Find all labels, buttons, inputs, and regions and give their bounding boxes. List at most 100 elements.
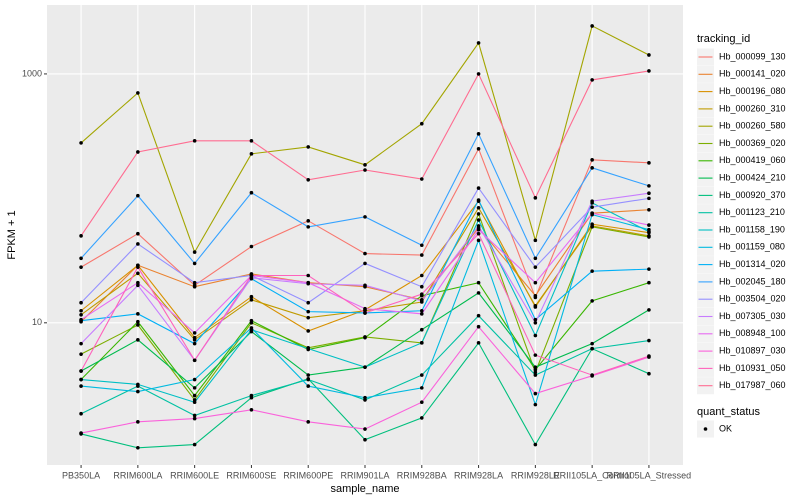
data-point	[136, 420, 140, 424]
data-point	[476, 280, 481, 285]
data-point	[249, 294, 254, 299]
data-point	[419, 284, 424, 289]
y-tick-label: 10	[32, 317, 42, 327]
data-point	[533, 196, 538, 200]
data-point	[79, 300, 83, 305]
data-point	[476, 227, 481, 232]
data-point	[419, 243, 424, 248]
legend-label: Hb_010897_030	[719, 345, 786, 355]
x-tick-label: RRIM600LE	[170, 470, 219, 480]
data-point	[306, 346, 311, 351]
data-point	[136, 445, 140, 450]
data-point	[363, 427, 367, 431]
data-point	[476, 212, 481, 216]
data-point	[363, 437, 367, 442]
data-point	[192, 442, 197, 447]
data-point	[647, 184, 651, 188]
legend-label: Hb_002045_180	[719, 276, 786, 286]
data-point	[647, 196, 651, 201]
data-point	[136, 283, 140, 288]
legend-swatch	[703, 427, 708, 431]
data-point	[533, 256, 538, 261]
data-point	[533, 442, 538, 447]
data-point	[192, 261, 197, 266]
data-point	[306, 177, 311, 182]
shape-legend-title: quant_status	[697, 406, 760, 418]
data-point	[363, 168, 367, 172]
legend-label: Hb_000260_580	[719, 121, 786, 131]
data-point	[136, 150, 140, 154]
data-point	[590, 199, 594, 203]
data-point	[363, 365, 367, 369]
data-point	[590, 205, 594, 209]
data-point	[192, 280, 197, 285]
data-point	[306, 384, 311, 388]
data-point	[647, 371, 651, 376]
data-point	[533, 402, 538, 407]
data-point	[192, 338, 197, 342]
data-point	[419, 416, 424, 420]
data-point	[79, 317, 83, 322]
legend-label: Hb_000424_210	[719, 172, 786, 182]
data-point	[476, 231, 481, 236]
data-point	[533, 353, 538, 357]
data-point	[136, 338, 140, 342]
data-point	[306, 300, 311, 305]
data-point	[419, 308, 424, 313]
data-point	[419, 400, 424, 405]
x-tick-label: RRIM928LA	[454, 470, 503, 480]
data-point	[590, 341, 594, 346]
data-point	[136, 193, 140, 198]
data-point	[249, 393, 254, 398]
axes: 10 1000 PB350LA RRIM600LA RRIM600LE RRIM600SE…	[22, 68, 691, 480]
legend-label: Hb_001158_190	[719, 224, 785, 234]
data-point	[249, 152, 254, 156]
data-point	[136, 382, 140, 387]
data-point	[192, 139, 197, 143]
data-point	[79, 234, 83, 238]
data-point	[419, 341, 424, 345]
data-point	[79, 141, 83, 145]
data-point	[590, 346, 594, 351]
legend-label: Hb_001314_020	[719, 259, 786, 269]
data-point	[249, 326, 254, 330]
data-point	[249, 273, 254, 278]
data-point	[192, 331, 197, 335]
data-point	[79, 411, 83, 416]
data-point	[136, 242, 140, 246]
x-tick-label: RRII105LA_Control	[553, 470, 631, 480]
legend-label: Hb_000196_080	[719, 86, 786, 96]
data-point	[533, 238, 538, 243]
data-point	[476, 198, 481, 202]
data-point	[590, 373, 594, 377]
data-point	[419, 177, 424, 181]
data-point	[590, 24, 594, 28]
x-tick-label: RRIM928LE	[511, 470, 560, 480]
data-point	[192, 341, 197, 346]
data-point	[533, 321, 538, 325]
data-point	[79, 341, 83, 346]
legend-label: Hb_000141_020	[719, 69, 786, 79]
data-point	[419, 386, 424, 390]
data-point	[419, 121, 424, 126]
data-point	[192, 400, 197, 405]
data-point	[192, 393, 197, 398]
data-point	[363, 335, 367, 340]
y-axis-title: FPKM + 1	[6, 210, 18, 259]
data-point	[590, 225, 594, 229]
data-point	[647, 69, 651, 73]
data-point	[249, 318, 254, 323]
data-point	[533, 293, 538, 298]
data-point	[192, 416, 197, 421]
data-point	[306, 420, 311, 424]
data-point	[476, 218, 481, 222]
data-point	[136, 91, 140, 95]
data-point	[590, 158, 594, 162]
data-point	[79, 384, 83, 388]
legend-label: Hb_008948_100	[719, 328, 786, 338]
data-point	[419, 327, 424, 332]
legend-label: Hb_000369_020	[719, 138, 786, 148]
data-point	[476, 291, 481, 295]
data-point	[533, 280, 538, 285]
